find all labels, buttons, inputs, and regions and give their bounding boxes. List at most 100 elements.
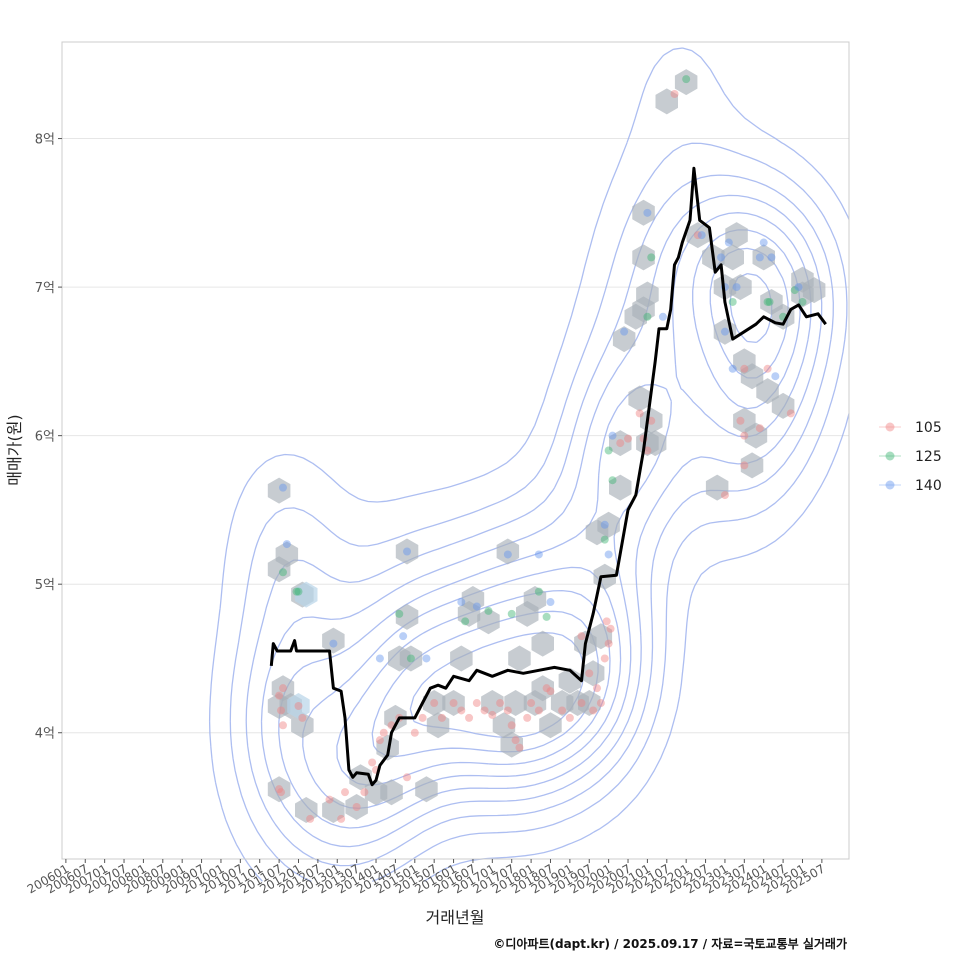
point-140 bbox=[643, 208, 652, 217]
point-105 bbox=[277, 788, 286, 797]
hexbin-cell bbox=[267, 776, 291, 803]
point-105 bbox=[278, 684, 287, 693]
point-105 bbox=[740, 364, 749, 373]
hexbin-cell bbox=[496, 538, 520, 565]
hexbin-cell bbox=[523, 586, 547, 612]
point-105 bbox=[511, 736, 520, 745]
point-140 bbox=[717, 253, 726, 262]
hexbin-cell bbox=[539, 712, 562, 739]
hexbin-cell bbox=[578, 690, 601, 716]
point-105 bbox=[277, 706, 286, 715]
point-105 bbox=[593, 684, 602, 693]
point-105 bbox=[755, 424, 764, 433]
point-140 bbox=[771, 372, 780, 381]
point-140 bbox=[724, 238, 733, 247]
hexbin-cell bbox=[705, 474, 729, 501]
point-105 bbox=[585, 669, 594, 678]
point-105 bbox=[275, 691, 284, 700]
hexbin-cell bbox=[395, 538, 419, 565]
point-105 bbox=[352, 803, 361, 812]
point-105 bbox=[600, 654, 609, 663]
point-105 bbox=[736, 416, 745, 425]
hexbin-cell bbox=[380, 779, 403, 806]
point-140 bbox=[422, 654, 431, 663]
point-105 bbox=[472, 699, 481, 708]
y-tick-label: 6억 bbox=[35, 430, 55, 445]
caption-text: ©디아파트(dapt.kr) / 2025.09.17 / 자료=국토교통부 실… bbox=[493, 936, 847, 951]
hexbin-cell bbox=[267, 477, 291, 504]
hexbin-cell bbox=[399, 645, 423, 672]
point-105 bbox=[558, 706, 567, 715]
hexbin-cell bbox=[450, 645, 473, 672]
legend-key-140 bbox=[885, 480, 895, 490]
point-140 bbox=[620, 327, 629, 336]
hexbin-cell bbox=[740, 452, 764, 479]
point-125 bbox=[643, 312, 652, 321]
hexbin-cell bbox=[295, 797, 318, 823]
point-105 bbox=[457, 706, 466, 715]
hexbin-cell bbox=[581, 660, 605, 687]
point-125 bbox=[406, 654, 415, 663]
hexbin-cell bbox=[609, 430, 632, 457]
hexbin-cell bbox=[395, 603, 419, 630]
hexbin-cell bbox=[729, 274, 752, 301]
y-tick-label: 8억 bbox=[35, 133, 55, 148]
hexbin-cell bbox=[589, 623, 613, 650]
scatter-points bbox=[275, 75, 807, 823]
point-140 bbox=[457, 598, 466, 607]
point-105 bbox=[643, 446, 652, 455]
hexbin-cell bbox=[721, 244, 744, 271]
hexbin-cell bbox=[771, 392, 795, 419]
median-price-line bbox=[269, 166, 827, 787]
point-140 bbox=[608, 431, 617, 440]
point-140 bbox=[399, 632, 408, 641]
point-105 bbox=[418, 713, 427, 722]
point-125 bbox=[763, 297, 772, 306]
point-105 bbox=[523, 713, 532, 722]
point-105 bbox=[635, 409, 644, 418]
hexbin-cell bbox=[636, 281, 659, 308]
median-line-path bbox=[269, 166, 827, 787]
point-105 bbox=[534, 706, 543, 715]
hexbin-cell bbox=[422, 690, 446, 716]
hexbin-cell bbox=[523, 690, 547, 716]
point-125 bbox=[534, 587, 543, 596]
point-140 bbox=[534, 550, 543, 559]
point-140 bbox=[697, 231, 706, 240]
point-125 bbox=[294, 587, 303, 596]
hexbin-cell-light bbox=[287, 693, 310, 719]
hexbin-cell bbox=[349, 764, 372, 791]
legend-key-105 bbox=[885, 422, 895, 432]
hexbin-cell bbox=[655, 88, 678, 115]
grid-lines bbox=[62, 138, 849, 734]
point-125 bbox=[765, 297, 774, 306]
point-105 bbox=[624, 434, 633, 443]
point-105 bbox=[275, 785, 284, 794]
point-105 bbox=[341, 788, 350, 797]
point-105 bbox=[480, 706, 489, 715]
hexbin-cell bbox=[384, 704, 407, 731]
hexbin-cell bbox=[415, 776, 438, 803]
point-105 bbox=[507, 721, 516, 730]
contour-line bbox=[208, 47, 850, 882]
hexbin-cell bbox=[756, 378, 779, 405]
point-105 bbox=[604, 639, 613, 648]
point-105 bbox=[546, 687, 555, 696]
hexbin-cell bbox=[461, 586, 485, 612]
point-125 bbox=[461, 617, 470, 626]
legend-label: 105 bbox=[915, 420, 942, 436]
point-105 bbox=[589, 706, 598, 715]
point-140 bbox=[794, 283, 803, 292]
hexbin-cell bbox=[531, 630, 554, 657]
point-105 bbox=[294, 701, 303, 710]
point-105 bbox=[430, 699, 439, 708]
point-125 bbox=[682, 75, 691, 84]
point-125 bbox=[395, 609, 404, 618]
hexbin-cell bbox=[643, 430, 667, 457]
hexbin-cell bbox=[345, 794, 368, 820]
point-105 bbox=[565, 713, 574, 722]
point-105 bbox=[306, 814, 315, 823]
point-105 bbox=[298, 713, 307, 722]
point-105 bbox=[437, 713, 446, 722]
point-125 bbox=[647, 253, 656, 262]
